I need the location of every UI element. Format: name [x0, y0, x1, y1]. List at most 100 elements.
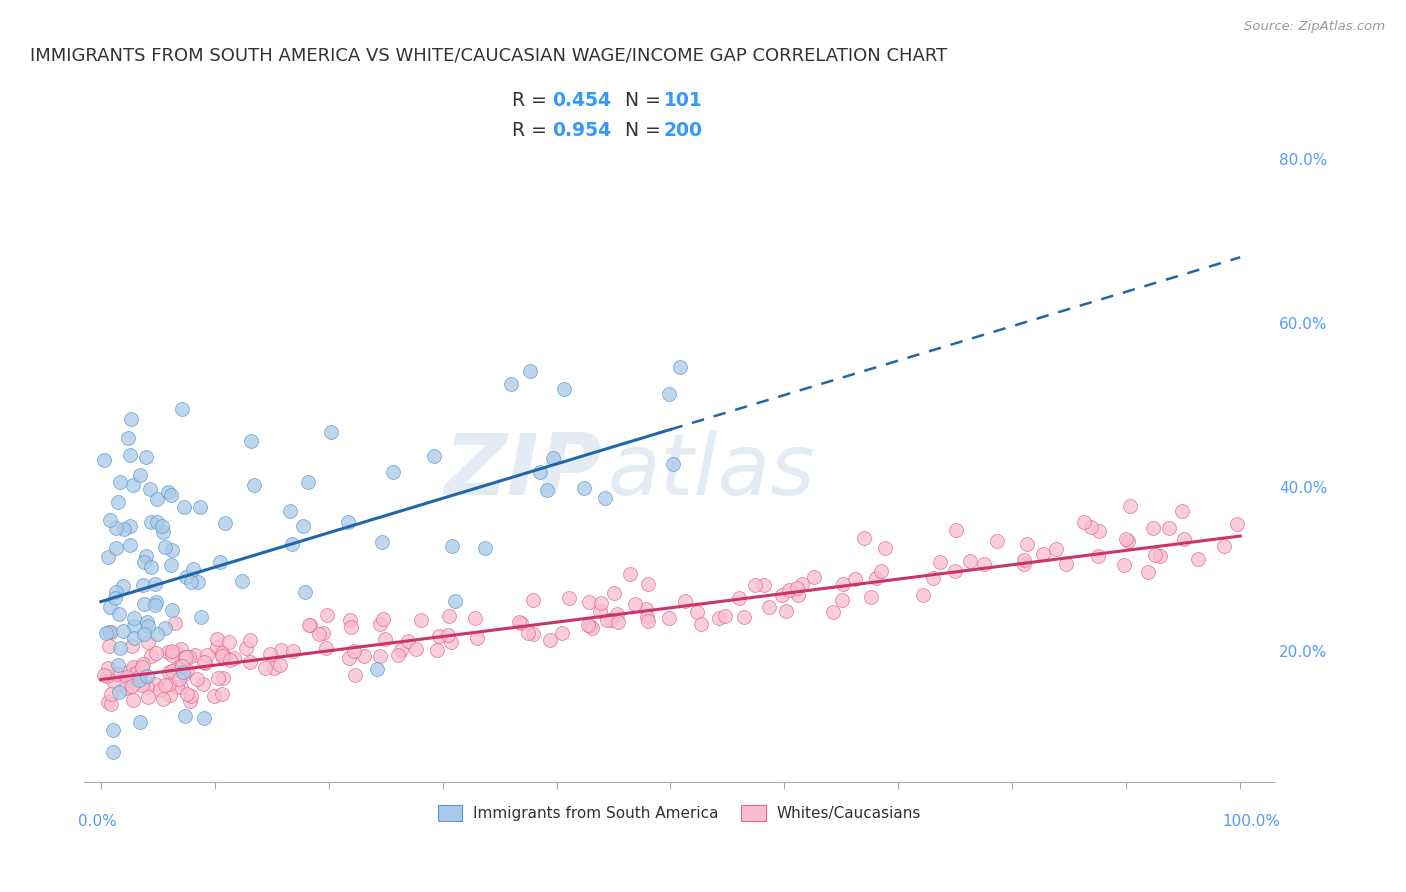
Point	[143, 677, 166, 691]
Point	[112, 624, 135, 638]
Point	[180, 575, 202, 590]
Point	[108, 641, 131, 656]
Point	[180, 690, 202, 704]
Point	[235, 641, 257, 656]
Point	[778, 583, 800, 598]
Text: 100.0%: 100.0%	[1222, 814, 1281, 829]
Point	[254, 660, 277, 674]
Point	[501, 376, 523, 391]
Point	[138, 690, 160, 704]
Point	[211, 648, 233, 663]
Point	[146, 491, 169, 506]
Point	[368, 648, 391, 663]
Point	[173, 709, 195, 723]
Point	[173, 666, 195, 681]
Point	[129, 714, 152, 729]
Point	[132, 577, 155, 591]
Point	[100, 697, 122, 711]
Point	[172, 402, 194, 417]
Point	[145, 595, 167, 609]
Point	[214, 516, 236, 531]
Point	[157, 665, 180, 680]
Point	[212, 649, 235, 664]
Point	[619, 566, 641, 581]
Point	[153, 677, 176, 691]
Point	[269, 658, 291, 673]
Point	[239, 655, 262, 669]
Point	[103, 723, 125, 737]
Point	[104, 521, 127, 535]
Point	[658, 611, 681, 625]
Point	[97, 695, 120, 709]
Point	[170, 641, 193, 656]
Point	[166, 680, 188, 694]
Point	[315, 640, 337, 655]
Point	[93, 452, 115, 467]
Point	[728, 591, 751, 605]
Point	[803, 570, 825, 584]
Point	[174, 570, 197, 584]
Point	[163, 615, 186, 630]
Point	[709, 611, 731, 625]
Point	[145, 646, 167, 660]
Point	[149, 682, 172, 697]
Point	[129, 468, 152, 483]
Point	[519, 364, 541, 378]
Point	[165, 645, 187, 659]
Point	[131, 659, 153, 673]
Point	[136, 634, 159, 648]
Point	[339, 613, 361, 627]
Point	[122, 477, 145, 491]
Point	[624, 597, 647, 611]
Point	[522, 627, 544, 641]
Point	[98, 639, 121, 653]
Point	[146, 627, 169, 641]
Point	[775, 604, 797, 618]
Point	[174, 650, 197, 665]
Point	[242, 478, 264, 492]
Point	[259, 647, 281, 661]
Point	[181, 562, 204, 576]
Point	[603, 586, 626, 600]
Point	[928, 555, 950, 569]
Point	[98, 599, 121, 614]
Point	[1149, 549, 1171, 563]
Point	[239, 632, 262, 647]
Text: 0.0%: 0.0%	[77, 814, 117, 829]
Point	[297, 475, 319, 490]
Point	[959, 554, 981, 568]
Point	[152, 691, 174, 706]
Point	[167, 672, 190, 686]
Point	[132, 597, 155, 611]
Point	[270, 643, 292, 657]
Point	[658, 386, 681, 401]
Point	[637, 614, 659, 628]
Point	[437, 628, 460, 642]
Point	[96, 668, 118, 682]
Point	[194, 656, 217, 670]
Point	[159, 645, 181, 659]
Point	[371, 534, 394, 549]
Point	[1012, 557, 1035, 571]
Point	[127, 665, 149, 679]
Point	[128, 673, 150, 688]
Point	[120, 448, 142, 462]
Point	[581, 621, 603, 635]
Point	[205, 632, 228, 646]
Point	[135, 615, 157, 629]
Point	[343, 643, 366, 657]
Point	[176, 687, 198, 701]
Point	[381, 465, 404, 479]
Point	[337, 515, 360, 529]
Point	[193, 655, 215, 669]
Point	[870, 564, 893, 578]
Point	[187, 574, 209, 589]
Point	[179, 694, 201, 708]
Point	[1032, 547, 1054, 561]
Point	[176, 650, 198, 665]
Point	[770, 588, 793, 602]
Point	[122, 692, 145, 706]
Point	[1045, 541, 1067, 556]
Point	[120, 538, 142, 552]
Point	[831, 593, 853, 607]
